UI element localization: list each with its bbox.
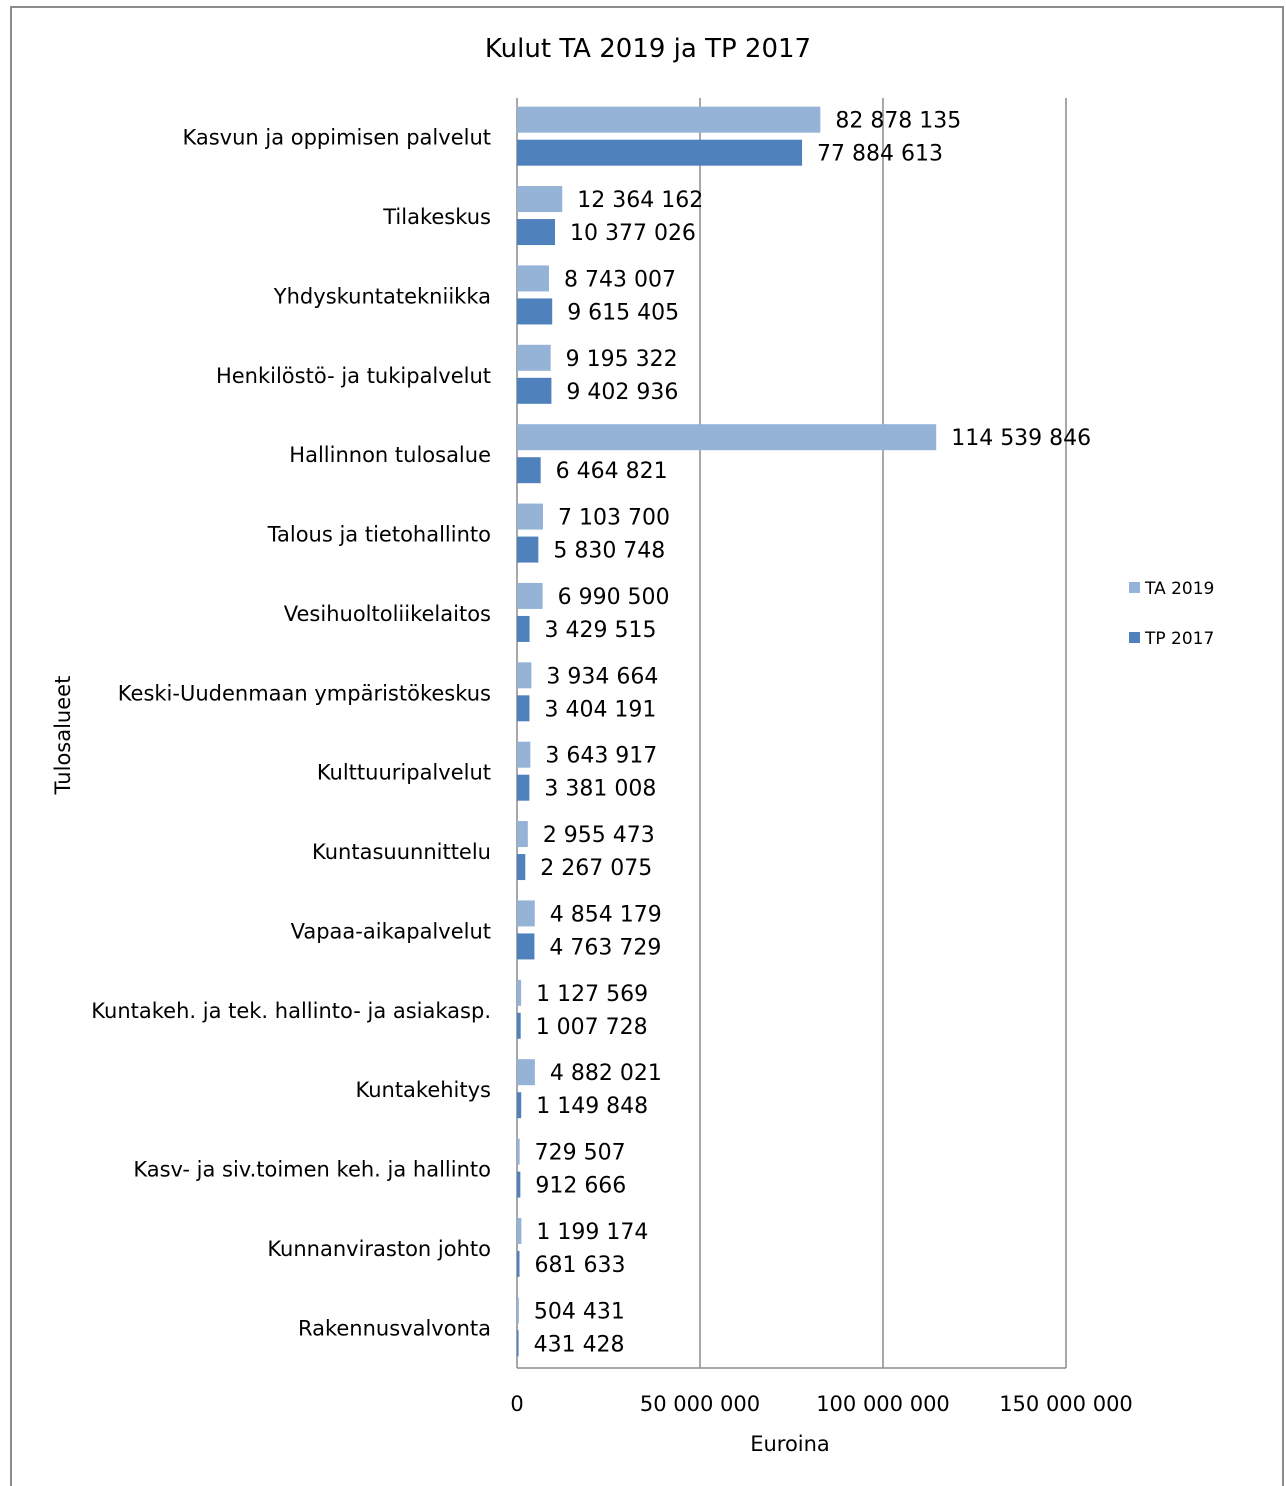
category-label: Kulttuuripalvelut bbox=[317, 761, 491, 785]
bar bbox=[517, 774, 530, 801]
data-label: 114 539 846 bbox=[951, 426, 1091, 451]
data-label: 3 404 191 bbox=[544, 697, 656, 722]
data-label: 77 884 613 bbox=[817, 142, 943, 167]
data-label: 4 763 729 bbox=[549, 935, 661, 960]
data-label: 3 643 917 bbox=[545, 744, 657, 769]
data-label: 9 195 322 bbox=[566, 347, 678, 372]
category-label: Keski-Uudenmaan ympäristökeskus bbox=[118, 681, 491, 705]
bar bbox=[517, 1138, 520, 1165]
data-label: 912 666 bbox=[535, 1174, 626, 1199]
data-label: 9 402 936 bbox=[566, 380, 678, 405]
data-label: 3 381 008 bbox=[544, 777, 656, 802]
data-label: 3 934 664 bbox=[546, 664, 658, 689]
legend-entry: TP 2017 bbox=[1144, 629, 1214, 649]
data-label: 6 990 500 bbox=[558, 585, 670, 610]
category-label: Tilakeskus bbox=[382, 205, 491, 229]
category-label: Kasvun ja oppimisen palvelut bbox=[182, 126, 491, 150]
data-label: 1 149 848 bbox=[536, 1094, 648, 1119]
category-label: Kuntasuunnittelu bbox=[312, 840, 491, 864]
bar bbox=[517, 1330, 519, 1357]
bar bbox=[517, 377, 552, 404]
data-label: 7 103 700 bbox=[558, 506, 670, 531]
category-label: Vapaa-aikapalvelut bbox=[291, 919, 491, 943]
bar bbox=[517, 662, 532, 689]
bars-group: 82 878 135 77 884 613 12 364 162 10 377 026… bbox=[517, 106, 1091, 1357]
bar bbox=[517, 695, 530, 722]
category-label: Kuntakeh. ja tek. hallinto- ja asiakasp. bbox=[91, 999, 491, 1023]
legend-entry: TA 2019 bbox=[1144, 579, 1214, 599]
bar bbox=[517, 503, 543, 530]
legend: TA 2019 TP 2017 bbox=[1129, 579, 1214, 649]
data-label: 8 743 007 bbox=[564, 267, 676, 292]
bar bbox=[517, 933, 535, 960]
category-label: Kunnanviraston johto bbox=[267, 1237, 491, 1261]
data-label: 3 429 515 bbox=[545, 618, 657, 643]
legend-swatch bbox=[1129, 582, 1140, 593]
data-label: 5 830 748 bbox=[553, 539, 665, 564]
bar bbox=[517, 1092, 522, 1119]
bar bbox=[517, 106, 821, 133]
bar bbox=[517, 457, 541, 484]
data-label: 4 854 179 bbox=[550, 902, 662, 927]
data-label: 9 615 405 bbox=[567, 300, 679, 325]
bar bbox=[517, 979, 522, 1006]
data-label: 4 882 021 bbox=[550, 1061, 662, 1086]
data-label: 681 633 bbox=[534, 1253, 625, 1278]
x-tick-labels: 0 50 000 000 100 000 000 150 000 000 bbox=[510, 1392, 1132, 1416]
category-label: Rakennusvalvonta bbox=[298, 1316, 491, 1340]
category-labels: Kasvun ja oppimisen palvelut Tilakeskus Yh… bbox=[91, 126, 491, 1341]
chart-title: Kulut TA 2019 ja TP 2017 bbox=[485, 34, 811, 64]
category-label: Talous ja tietohallinto bbox=[267, 523, 491, 547]
data-label: 504 431 bbox=[534, 1299, 625, 1324]
category-label: Vesihuoltoliikelaitos bbox=[284, 602, 491, 626]
category-label: Henkilöstö- ja tukipalvelut bbox=[216, 364, 491, 388]
data-label: 12 364 162 bbox=[577, 188, 703, 213]
bar bbox=[517, 1171, 521, 1198]
bar bbox=[517, 582, 543, 609]
bar bbox=[517, 186, 563, 213]
category-label: Hallinnon tulosalue bbox=[289, 443, 491, 467]
x-tick-label: 0 bbox=[510, 1392, 523, 1416]
data-label: 729 507 bbox=[535, 1141, 626, 1166]
data-label: 2 955 473 bbox=[543, 823, 655, 848]
chart-frame bbox=[10, 6, 1284, 1486]
legend-swatch bbox=[1129, 632, 1140, 643]
bar bbox=[517, 298, 553, 325]
x-tick-label: 100 000 000 bbox=[816, 1392, 950, 1416]
bar bbox=[517, 900, 535, 927]
bar bbox=[517, 219, 555, 246]
bar bbox=[517, 424, 937, 451]
bar bbox=[517, 821, 528, 848]
bar bbox=[517, 536, 539, 563]
data-label: 1 127 569 bbox=[536, 982, 648, 1007]
bar bbox=[517, 1012, 521, 1039]
bar bbox=[517, 1250, 520, 1277]
bar bbox=[517, 1297, 519, 1324]
bar bbox=[517, 265, 549, 292]
bar bbox=[517, 1059, 535, 1086]
data-label: 1 199 174 bbox=[536, 1220, 648, 1245]
data-label: 1 007 728 bbox=[536, 1015, 648, 1040]
bar bbox=[517, 854, 526, 881]
category-label: Kuntakehitys bbox=[355, 1078, 491, 1102]
bar bbox=[517, 139, 803, 166]
bar bbox=[517, 615, 530, 642]
bar bbox=[517, 1217, 522, 1244]
data-label: 6 464 821 bbox=[556, 459, 668, 484]
bar bbox=[517, 741, 531, 768]
x-tick-label: 150 000 000 bbox=[999, 1392, 1133, 1416]
bar bbox=[517, 344, 551, 371]
y-axis-label: Tulosalueet bbox=[51, 676, 75, 796]
x-axis-label: Euroina bbox=[750, 1432, 830, 1456]
data-label: 82 878 135 bbox=[835, 109, 961, 134]
data-label: 2 267 075 bbox=[540, 856, 652, 881]
category-label: Yhdyskuntatekniikka bbox=[273, 284, 491, 308]
data-label: 10 377 026 bbox=[570, 221, 696, 246]
data-label: 431 428 bbox=[534, 1332, 625, 1357]
category-label: Kasv- ja siv.toimen keh. ja hallinto bbox=[133, 1158, 491, 1182]
x-tick-label: 50 000 000 bbox=[640, 1392, 760, 1416]
